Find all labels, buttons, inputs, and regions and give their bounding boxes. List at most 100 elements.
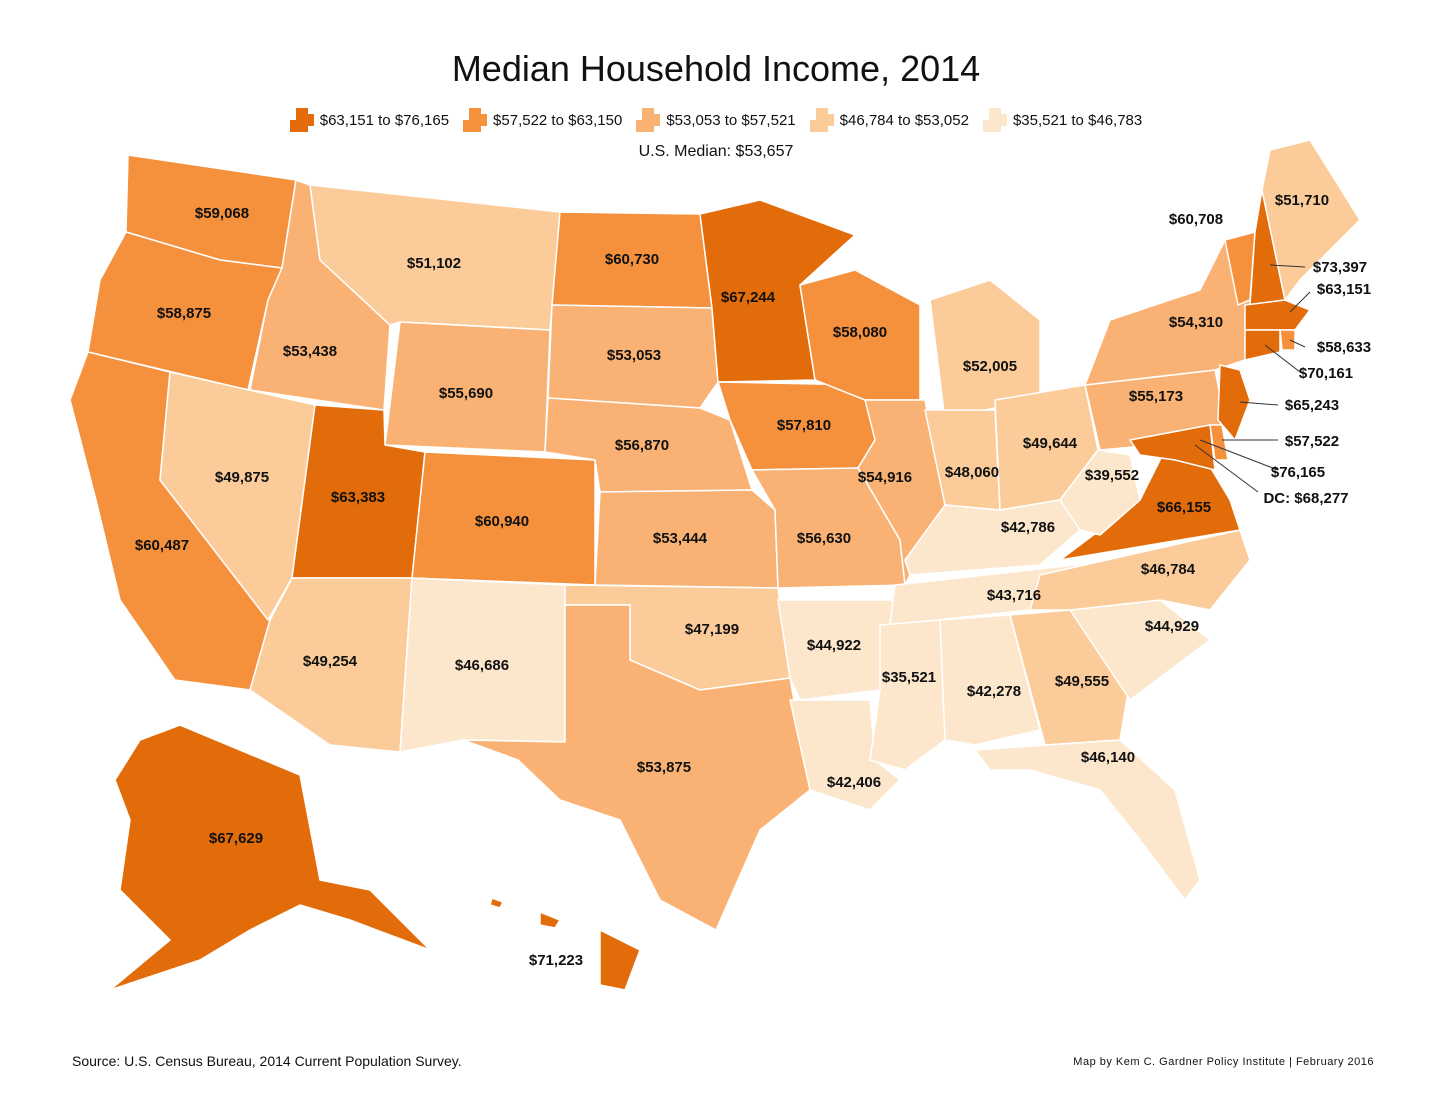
value-label-ga: $49,555 — [1055, 673, 1109, 690]
value-label-me: $51,710 — [1275, 192, 1329, 209]
value-label-nv: $49,875 — [215, 469, 269, 486]
state-md — [1129, 424, 1216, 471]
state-tx — [462, 604, 811, 931]
state-fl — [974, 739, 1201, 901]
value-label-ky: $42,786 — [1001, 519, 1055, 536]
state-nj — [1217, 364, 1251, 441]
source-note: Source: U.S. Census Bureau, 2014 Current… — [72, 1053, 462, 1069]
value-label-ms: $35,521 — [882, 669, 936, 686]
state-ms — [869, 619, 946, 771]
value-label-la: $42,406 — [827, 774, 881, 791]
state-shape-icon — [463, 108, 488, 132]
legend-label: $53,053 to $57,521 — [666, 111, 796, 129]
leader-line-ri — [1289, 339, 1306, 348]
value-label-vt: $60,708 — [1169, 211, 1223, 228]
value-label-nd: $60,730 — [605, 251, 659, 268]
legend-label: $35,521 to $46,783 — [1012, 111, 1143, 129]
legend-item: $46,784 to $53,052 — [809, 108, 969, 132]
us-median-label: U.S. Median: $53,657 — [638, 143, 794, 160]
value-label-ny: $54,310 — [1169, 314, 1223, 331]
value-label-hi: $71,223 — [529, 952, 583, 969]
legend-item: $53,053 to $57,521 — [636, 108, 796, 132]
state-or — [87, 231, 283, 391]
value-label-wi: $58,080 — [833, 324, 887, 341]
value-label-ut: $63,383 — [331, 489, 385, 506]
state-ma — [1244, 299, 1311, 331]
legend-label: $57,522 to $63,150 — [493, 111, 623, 129]
legend-swatch — [463, 108, 488, 132]
state-hi — [489, 897, 641, 991]
legend-swatch — [289, 108, 314, 132]
value-label-va: $66,155 — [1157, 499, 1211, 516]
legend-swatch — [636, 108, 661, 132]
state-sd — [547, 304, 719, 409]
value-label-wv: $39,552 — [1085, 467, 1139, 484]
state-nc — [1029, 529, 1251, 611]
value-label-nm: $46,686 — [455, 657, 509, 674]
value-label-wa: $59,068 — [195, 205, 249, 222]
value-label-tn: $43,716 — [987, 587, 1041, 604]
value-label-ok: $47,199 — [685, 621, 739, 638]
legend-swatch — [982, 108, 1007, 132]
value-label-mn: $67,244 — [721, 289, 776, 306]
value-label-id: $53,438 — [283, 343, 337, 360]
value-label-ks: $53,444 — [653, 530, 708, 547]
state-la — [789, 699, 901, 811]
value-label-nj: $65,243 — [1285, 397, 1339, 414]
leader-line-nj — [1239, 401, 1279, 406]
value-label-co: $60,940 — [475, 513, 529, 530]
legend-swatch — [809, 108, 834, 132]
value-label-ar: $44,922 — [807, 637, 861, 654]
state-al — [939, 614, 1041, 746]
leader-line-ma — [1289, 291, 1311, 313]
state-nv — [159, 371, 316, 621]
legend-item: $35,521 to $46,783 — [982, 108, 1143, 132]
state-wv — [1059, 449, 1141, 536]
value-label-tx: $53,875 — [637, 759, 691, 776]
value-label-ca: $60,487 — [135, 537, 189, 554]
map-title: Median Household Income, 2014 — [451, 48, 981, 89]
value-label-mo: $56,630 — [797, 530, 851, 547]
value-label-sd: $53,053 — [607, 347, 661, 364]
state-ar — [777, 599, 896, 701]
value-label-de: $57,522 — [1285, 433, 1339, 450]
state-shape-icon — [982, 108, 1007, 132]
value-label-il: $54,916 — [858, 469, 912, 486]
value-label-al: $42,278 — [967, 683, 1021, 700]
leader-line-dc — [1194, 444, 1259, 493]
value-label-wy: $55,690 — [439, 385, 493, 402]
legend-item: $57,522 to $63,150 — [463, 108, 622, 132]
state-ak — [109, 724, 431, 991]
value-label-ri: $58,633 — [1317, 339, 1371, 356]
state-ri — [1279, 329, 1296, 351]
legend-item: $63,151 to $76,165 — [289, 108, 449, 132]
value-label-pa: $55,173 — [1129, 388, 1183, 405]
value-label-oh: $49,644 — [1023, 435, 1078, 452]
value-label-fl: $46,140 — [1081, 749, 1135, 766]
value-label-ct: $70,161 — [1299, 365, 1353, 382]
legend: $63,151 to $76,165 $57,522 to $63,150 $5… — [0, 108, 1432, 132]
credit-note: Map by Kem C. Gardner Policy Institute |… — [1073, 1056, 1374, 1068]
value-label-md: $76,165 — [1271, 464, 1325, 481]
state-shape-icon — [636, 108, 661, 132]
value-label-nh: $73,397 — [1313, 259, 1367, 276]
value-label-or: $58,875 — [157, 305, 211, 322]
state-ct — [1244, 329, 1281, 361]
value-label-ne: $56,870 — [615, 437, 669, 454]
value-label-ak: $67,629 — [209, 830, 263, 847]
state-shape-icon — [289, 108, 314, 132]
leader-line-nh — [1269, 264, 1306, 268]
state-shape-icon — [809, 108, 834, 132]
value-label-nc: $46,784 — [1141, 561, 1196, 578]
value-label-in: $48,060 — [945, 464, 999, 481]
value-label-az: $49,254 — [303, 653, 358, 670]
value-label-ia: $57,810 — [777, 417, 831, 434]
value-label-dc: DC: $68,277 — [1263, 490, 1348, 507]
value-label-sc: $44,929 — [1145, 618, 1199, 635]
value-label-mt: $51,102 — [407, 255, 461, 272]
value-label-ma: $63,151 — [1317, 281, 1371, 298]
state-ga — [1009, 609, 1131, 746]
leader-line-md — [1199, 439, 1279, 471]
leader-line-ct — [1264, 344, 1301, 373]
